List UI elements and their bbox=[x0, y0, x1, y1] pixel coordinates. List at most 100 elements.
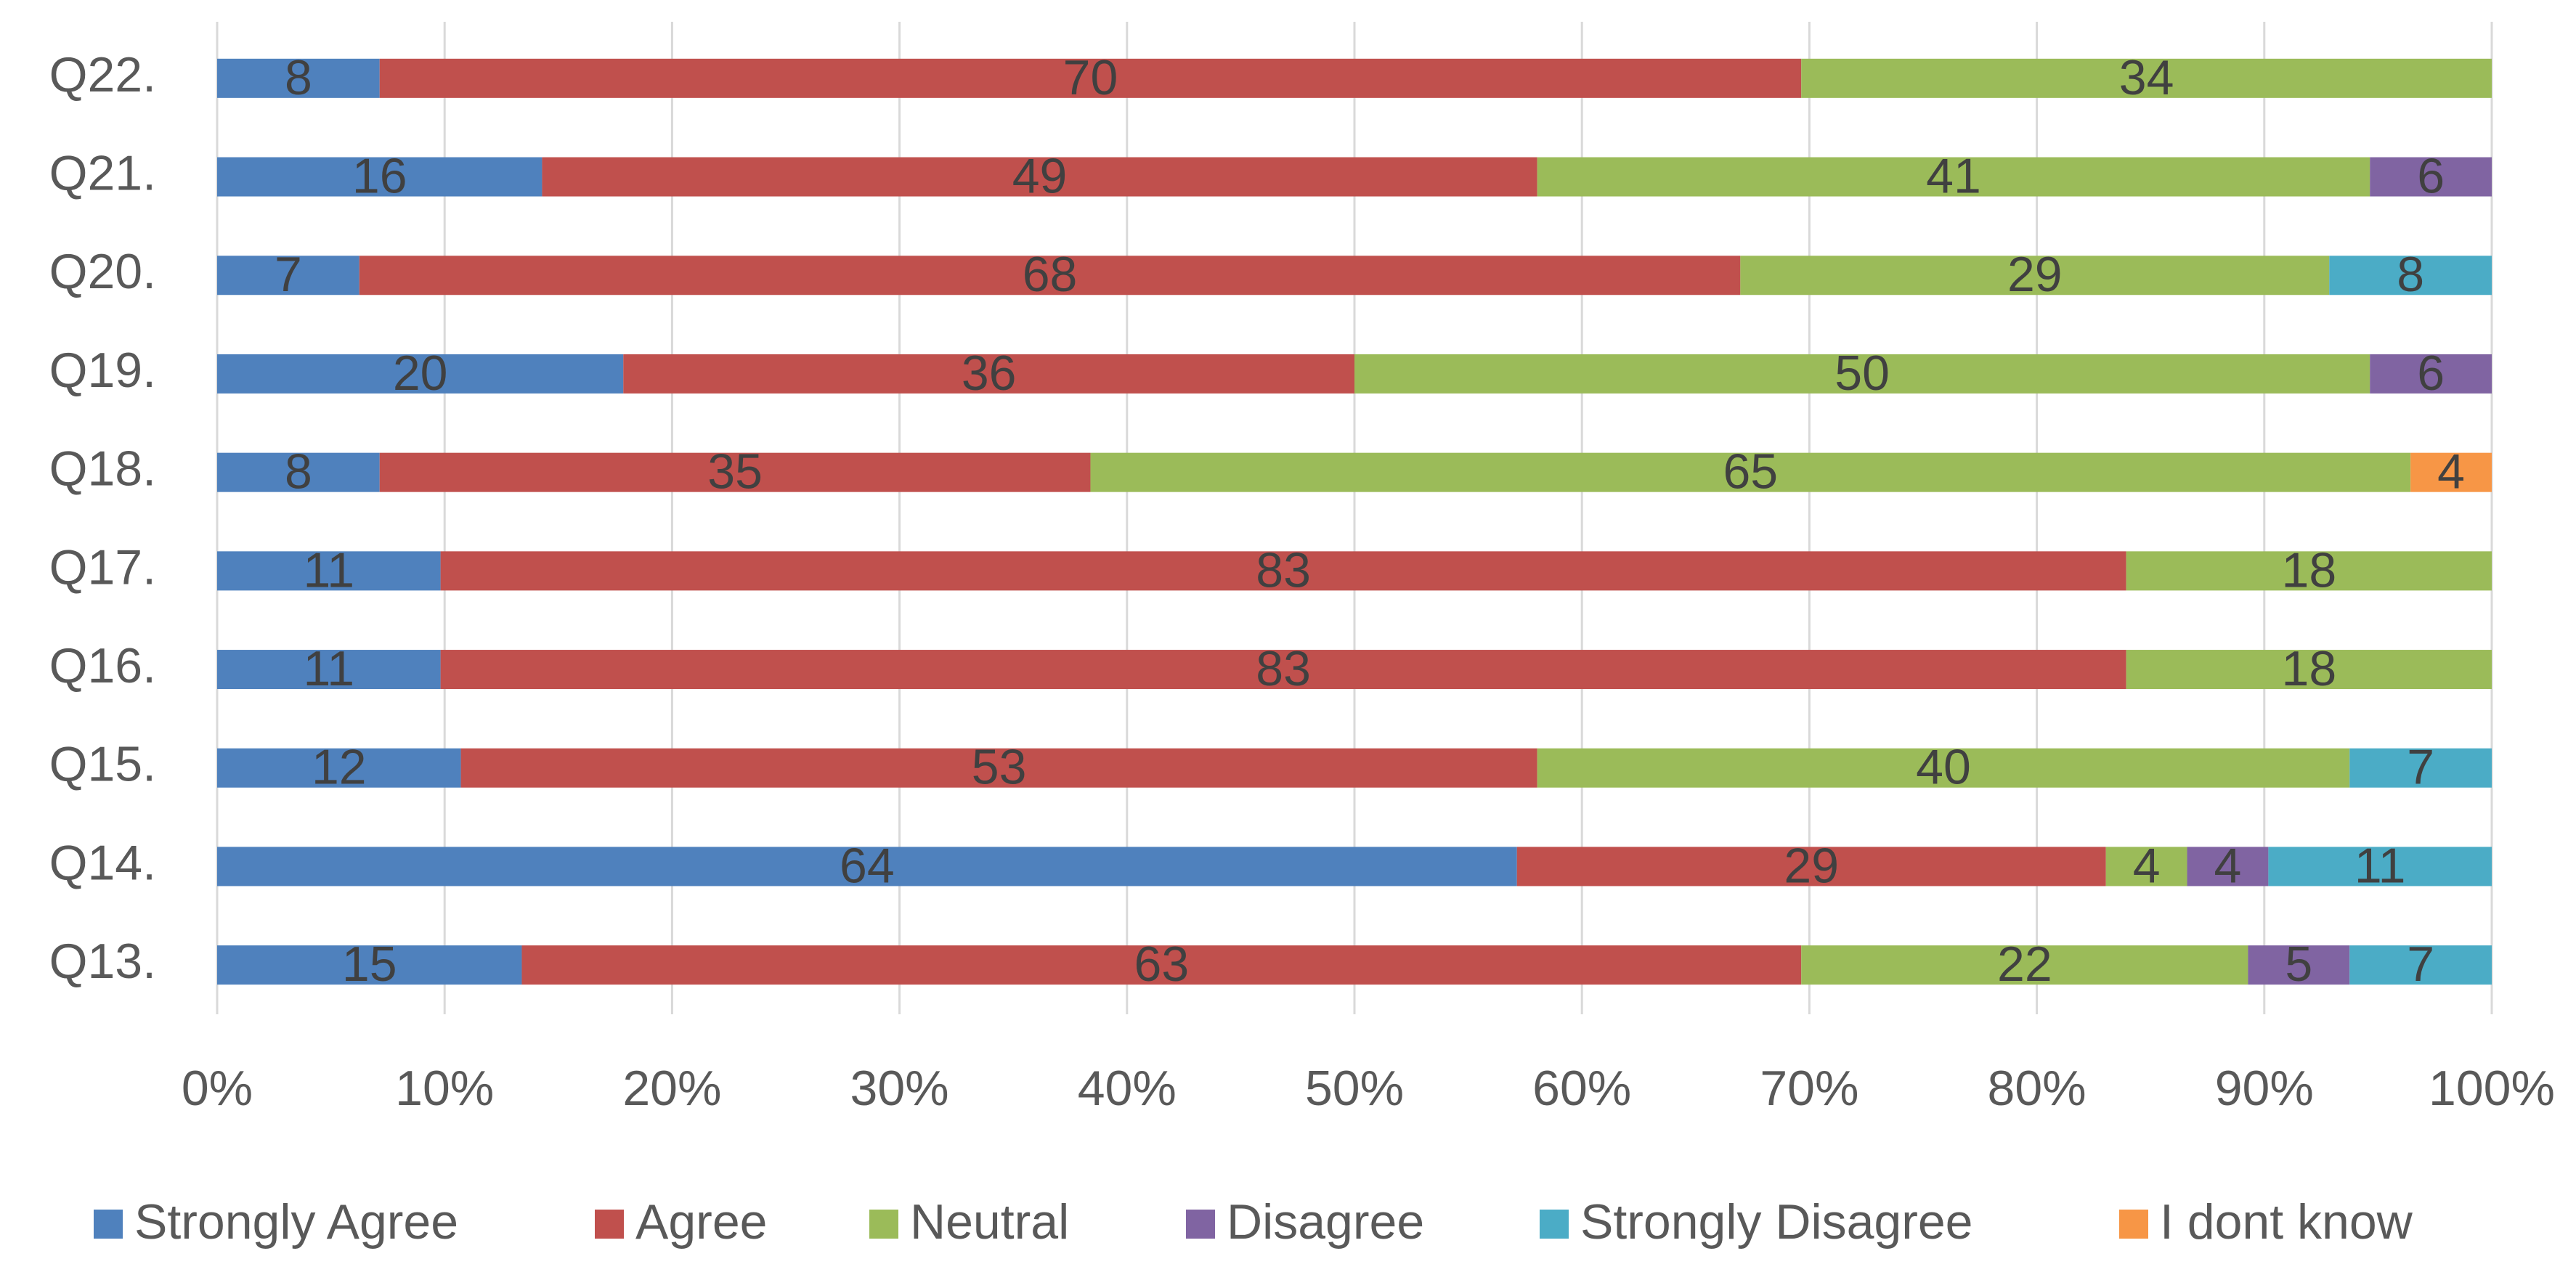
bar-segment bbox=[623, 354, 1354, 394]
legend-swatch bbox=[94, 1210, 123, 1239]
bar-segment bbox=[1801, 945, 2248, 985]
y-tick-label: Q21. bbox=[49, 146, 156, 201]
legend-label: Agree bbox=[635, 1194, 767, 1250]
data-label: 4 bbox=[2214, 838, 2242, 893]
data-label: 49 bbox=[1012, 149, 1068, 204]
bar-segment bbox=[379, 452, 1091, 492]
bar-segment bbox=[2370, 354, 2492, 394]
bar-segment bbox=[217, 748, 461, 788]
bar-segment bbox=[217, 157, 543, 197]
bar-segment bbox=[217, 58, 380, 98]
bar-segment bbox=[542, 157, 1537, 197]
y-tick-label: Q16. bbox=[49, 638, 156, 693]
data-label: 41 bbox=[1926, 149, 1981, 204]
bar-segment bbox=[2370, 157, 2492, 197]
data-label: 29 bbox=[2007, 247, 2063, 302]
bar-segment bbox=[1354, 354, 2370, 394]
x-tick-label: 90% bbox=[2215, 1061, 2314, 1116]
data-label: 11 bbox=[2354, 838, 2406, 893]
legend-label: Strongly Agree bbox=[134, 1194, 458, 1250]
data-label: 70 bbox=[1063, 50, 1118, 105]
legend-swatch bbox=[1540, 1210, 1569, 1239]
bar-segment bbox=[440, 650, 2126, 690]
x-tick-label: 0% bbox=[182, 1061, 253, 1116]
data-label: 29 bbox=[1784, 838, 1839, 893]
bar-segment bbox=[2105, 847, 2187, 886]
x-tick-label: 100% bbox=[2429, 1061, 2555, 1116]
data-label: 11 bbox=[304, 542, 355, 598]
bar-segment bbox=[2126, 551, 2492, 591]
data-label: 7 bbox=[2407, 937, 2434, 992]
bar-segment bbox=[1537, 157, 2370, 197]
data-label: 83 bbox=[1256, 641, 1311, 696]
data-label: 40 bbox=[1916, 740, 1971, 795]
bar-segment bbox=[1801, 58, 2492, 98]
y-tick-label: Q18. bbox=[49, 441, 156, 497]
bar-segment bbox=[379, 58, 1802, 98]
data-label: 63 bbox=[1134, 937, 1190, 992]
x-tick-label: 10% bbox=[395, 1061, 494, 1116]
legend-label: I dont know bbox=[2160, 1194, 2413, 1250]
bar-segment bbox=[440, 551, 2126, 591]
bar-segment bbox=[217, 256, 359, 295]
data-label: 8 bbox=[285, 50, 312, 105]
bar-segment bbox=[359, 256, 1741, 295]
bar-segment bbox=[217, 650, 441, 690]
data-label: 18 bbox=[2282, 641, 2337, 696]
bar-segment bbox=[1516, 847, 2106, 886]
bar-segment bbox=[2329, 256, 2492, 295]
bar-segment bbox=[2410, 452, 2492, 492]
bar-segment bbox=[1090, 452, 2411, 492]
data-label: 4 bbox=[2437, 444, 2465, 500]
legend-swatch bbox=[1186, 1210, 1215, 1239]
bar-segment bbox=[2248, 945, 2350, 985]
x-tick-label: 60% bbox=[1532, 1061, 1631, 1116]
data-label: 6 bbox=[2417, 346, 2445, 401]
data-label: 34 bbox=[2119, 50, 2174, 105]
bar-segment bbox=[2126, 650, 2492, 690]
x-tick-label: 50% bbox=[1305, 1061, 1404, 1116]
data-label: 11 bbox=[304, 641, 355, 696]
legend-swatch bbox=[2119, 1210, 2148, 1239]
data-label: 50 bbox=[1835, 346, 1890, 401]
y-tick-label: Q19. bbox=[49, 343, 156, 398]
data-label: 18 bbox=[2282, 542, 2337, 598]
legend-label: Disagree bbox=[1227, 1194, 1424, 1250]
legend-swatch bbox=[869, 1210, 898, 1239]
data-label: 15 bbox=[342, 937, 397, 992]
legend-swatch bbox=[595, 1210, 624, 1239]
data-label: 36 bbox=[962, 346, 1017, 401]
data-label: 6 bbox=[2417, 149, 2445, 204]
data-label: 20 bbox=[393, 346, 448, 401]
bar-segment bbox=[217, 945, 522, 985]
legend-label: Neutral bbox=[910, 1194, 1069, 1250]
x-tick-label: 70% bbox=[1760, 1061, 1858, 1116]
y-tick-label: Q15. bbox=[49, 737, 156, 792]
y-tick-label: Q14. bbox=[49, 835, 156, 890]
bar-segment bbox=[2349, 945, 2492, 985]
bar-segment bbox=[1740, 256, 2330, 295]
bar-segment bbox=[217, 551, 441, 591]
bar-segment bbox=[2187, 847, 2269, 886]
x-tick-label: 30% bbox=[850, 1061, 949, 1116]
legend-label: Strongly Disagree bbox=[1580, 1194, 1972, 1250]
data-label: 12 bbox=[312, 740, 367, 795]
data-label: 7 bbox=[2407, 740, 2434, 795]
bar-segment bbox=[217, 452, 380, 492]
data-label: 64 bbox=[840, 838, 895, 893]
data-label: 68 bbox=[1023, 247, 1078, 302]
bar-segment bbox=[217, 847, 1517, 886]
x-tick-label: 80% bbox=[1988, 1061, 2087, 1116]
data-label: 8 bbox=[285, 444, 312, 500]
x-tick-label: 20% bbox=[622, 1061, 721, 1116]
data-label: 8 bbox=[2397, 247, 2424, 302]
x-tick-label: 40% bbox=[1078, 1061, 1177, 1116]
y-tick-label: Q13. bbox=[49, 934, 156, 989]
y-tick-label: Q22. bbox=[49, 47, 156, 102]
data-label: 83 bbox=[1256, 542, 1311, 598]
data-label: 53 bbox=[972, 740, 1027, 795]
data-label: 4 bbox=[2133, 838, 2161, 893]
data-label: 22 bbox=[1997, 937, 2052, 992]
bar-segment bbox=[521, 945, 1802, 985]
